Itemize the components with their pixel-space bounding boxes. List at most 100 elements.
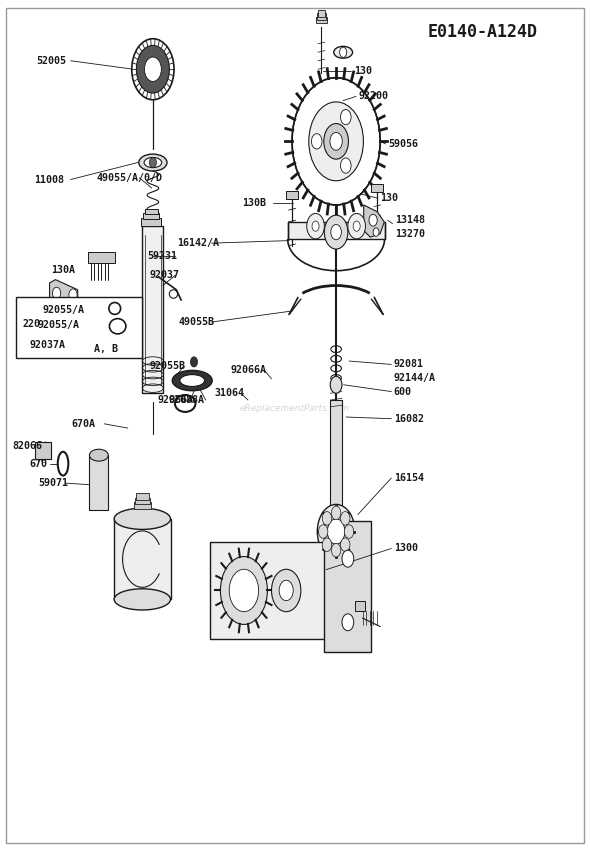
Text: 130A: 130A [51, 266, 76, 275]
Text: 130: 130 [380, 193, 398, 203]
Bar [356, 601, 365, 611]
Text: 130B: 130B [242, 198, 266, 208]
Circle shape [324, 215, 348, 249]
Text: 16142/A: 16142/A [178, 238, 219, 248]
Circle shape [330, 133, 342, 151]
Text: A, B: A, B [94, 344, 118, 354]
Circle shape [80, 307, 88, 319]
Bar [90, 455, 108, 511]
Bar [142, 226, 163, 393]
Circle shape [132, 38, 174, 100]
Text: 220: 220 [22, 319, 41, 328]
Circle shape [369, 214, 377, 226]
Circle shape [309, 102, 363, 180]
Text: 82066: 82066 [12, 441, 42, 451]
Circle shape [319, 525, 328, 539]
Text: 92200: 92200 [358, 91, 388, 101]
Bar [210, 542, 327, 639]
Ellipse shape [172, 370, 212, 391]
Bar [141, 218, 161, 226]
Text: 670A: 670A [72, 419, 96, 429]
Ellipse shape [144, 157, 162, 168]
Circle shape [332, 506, 341, 520]
Text: 92055/A: 92055/A [38, 321, 80, 330]
Text: 16154: 16154 [394, 473, 424, 483]
Ellipse shape [114, 589, 171, 610]
Text: 92055/A: 92055/A [42, 306, 84, 315]
Ellipse shape [334, 46, 353, 58]
Circle shape [69, 289, 77, 300]
Text: 92037: 92037 [149, 271, 179, 280]
Text: 13148: 13148 [395, 215, 425, 226]
Bar [324, 521, 371, 652]
Circle shape [342, 614, 354, 631]
Circle shape [340, 511, 350, 525]
Circle shape [317, 505, 355, 558]
Bar [16, 296, 142, 357]
Circle shape [324, 123, 349, 159]
Circle shape [340, 110, 351, 125]
Text: E0140-A124D: E0140-A124D [428, 23, 538, 41]
Circle shape [191, 357, 198, 367]
Circle shape [312, 134, 322, 149]
Circle shape [340, 158, 351, 174]
Text: 600: 600 [394, 386, 412, 397]
Circle shape [292, 77, 380, 205]
Circle shape [230, 569, 258, 612]
Circle shape [330, 376, 342, 393]
Polygon shape [363, 205, 384, 237]
Bar [317, 14, 326, 20]
Bar [371, 184, 383, 192]
Bar [318, 10, 325, 17]
Circle shape [348, 214, 365, 239]
Bar [145, 209, 158, 214]
Circle shape [327, 519, 345, 545]
Circle shape [221, 557, 267, 625]
Bar [286, 191, 298, 199]
Ellipse shape [90, 449, 108, 461]
Text: 92088A: 92088A [169, 395, 205, 405]
Text: 59071: 59071 [38, 478, 68, 488]
Polygon shape [77, 301, 106, 325]
Text: 11008: 11008 [34, 174, 64, 185]
Circle shape [145, 57, 161, 82]
Bar [316, 17, 327, 24]
Circle shape [97, 309, 106, 321]
Text: 31064: 31064 [214, 388, 244, 398]
Circle shape [53, 288, 61, 299]
Text: 59231: 59231 [147, 251, 177, 261]
Bar [35, 443, 51, 460]
Text: 670: 670 [30, 459, 48, 469]
Bar [114, 519, 171, 599]
Circle shape [312, 221, 319, 231]
Bar [136, 494, 149, 500]
Circle shape [342, 551, 354, 567]
Text: 1300: 1300 [394, 544, 418, 553]
Circle shape [345, 525, 354, 539]
Bar [88, 253, 115, 263]
Text: 52005: 52005 [37, 56, 67, 66]
Circle shape [279, 580, 293, 601]
Polygon shape [50, 280, 78, 306]
Circle shape [271, 569, 301, 612]
Text: 16082: 16082 [394, 414, 424, 424]
Circle shape [340, 47, 347, 57]
Bar [133, 502, 151, 509]
Text: 130: 130 [354, 66, 372, 76]
Text: 92066A: 92066A [231, 365, 267, 375]
Circle shape [322, 511, 332, 525]
Circle shape [332, 544, 341, 557]
Bar [330, 400, 342, 511]
Circle shape [136, 45, 169, 93]
Circle shape [353, 221, 360, 231]
Bar [143, 213, 159, 220]
Text: 92081: 92081 [394, 359, 424, 369]
Text: 59056: 59056 [388, 139, 418, 149]
Ellipse shape [139, 154, 167, 171]
Ellipse shape [114, 508, 171, 529]
Bar [135, 498, 150, 505]
Circle shape [373, 228, 379, 237]
Text: eReplacementParts.com: eReplacementParts.com [240, 404, 350, 413]
Circle shape [340, 538, 350, 551]
Circle shape [322, 538, 332, 551]
